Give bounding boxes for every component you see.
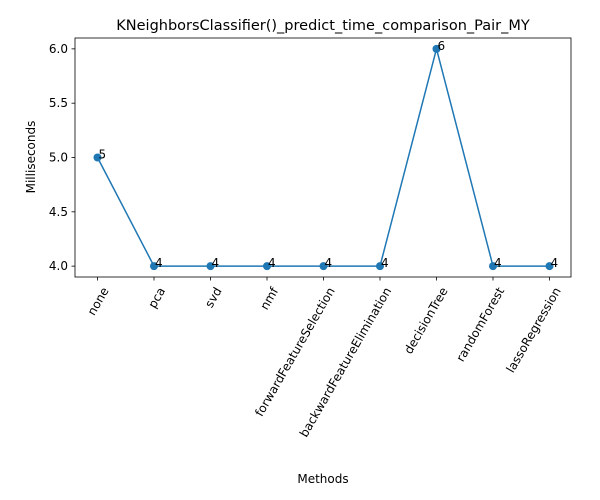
data-point: [545, 262, 554, 271]
y-axis: 4.0 4.5 5.0 5.5 6.0: [49, 42, 75, 273]
data-label: 4: [268, 256, 276, 270]
plot-area: 5 4 4 4 4 4 6 4 4: [74, 37, 572, 278]
x-tick-label: pca: [145, 285, 168, 311]
y-tick-label: 4.5: [49, 205, 68, 219]
y-tick-label: 5.5: [49, 96, 68, 110]
x-axis-label: Methods: [297, 472, 348, 486]
y-tick-label: 4.0: [49, 259, 68, 273]
data-label: 4: [494, 256, 502, 270]
data-label: 4: [212, 256, 220, 270]
y-tick-label: 5.0: [49, 151, 68, 165]
data-point: [206, 262, 215, 271]
data-point: [263, 262, 271, 271]
y-axis-label: Milliseconds: [24, 121, 38, 194]
data-label: 5: [99, 148, 107, 162]
data-point: [319, 262, 328, 271]
x-tick-label: nmf: [257, 284, 281, 312]
plot-frame: [74, 37, 572, 278]
data-label: 4: [381, 256, 389, 270]
x-axis: none pca svd nmfforwardFeatureSelectionback…: [85, 277, 564, 440]
data-label: 4: [551, 256, 559, 270]
data-point: [489, 262, 497, 271]
x-tick-label: randomForest: [453, 285, 507, 364]
series-line: [96, 45, 550, 267]
data-point: [150, 262, 158, 271]
data-point: [432, 44, 441, 53]
chart-title: KNeighborsClassifier()_predict_time_comp…: [116, 18, 530, 34]
data-point: [93, 153, 102, 162]
x-tick-label: decisionTree: [401, 285, 450, 356]
data-point: [376, 262, 384, 271]
x-tick-label: none: [85, 285, 112, 318]
y-tick-label: 6.0: [49, 42, 68, 56]
x-tick-label: lassoRegression: [504, 285, 564, 375]
data-label: 6: [438, 39, 446, 53]
x-tick-label: svd: [202, 285, 225, 310]
data-label: 4: [155, 256, 163, 270]
data-label: 4: [325, 256, 333, 270]
